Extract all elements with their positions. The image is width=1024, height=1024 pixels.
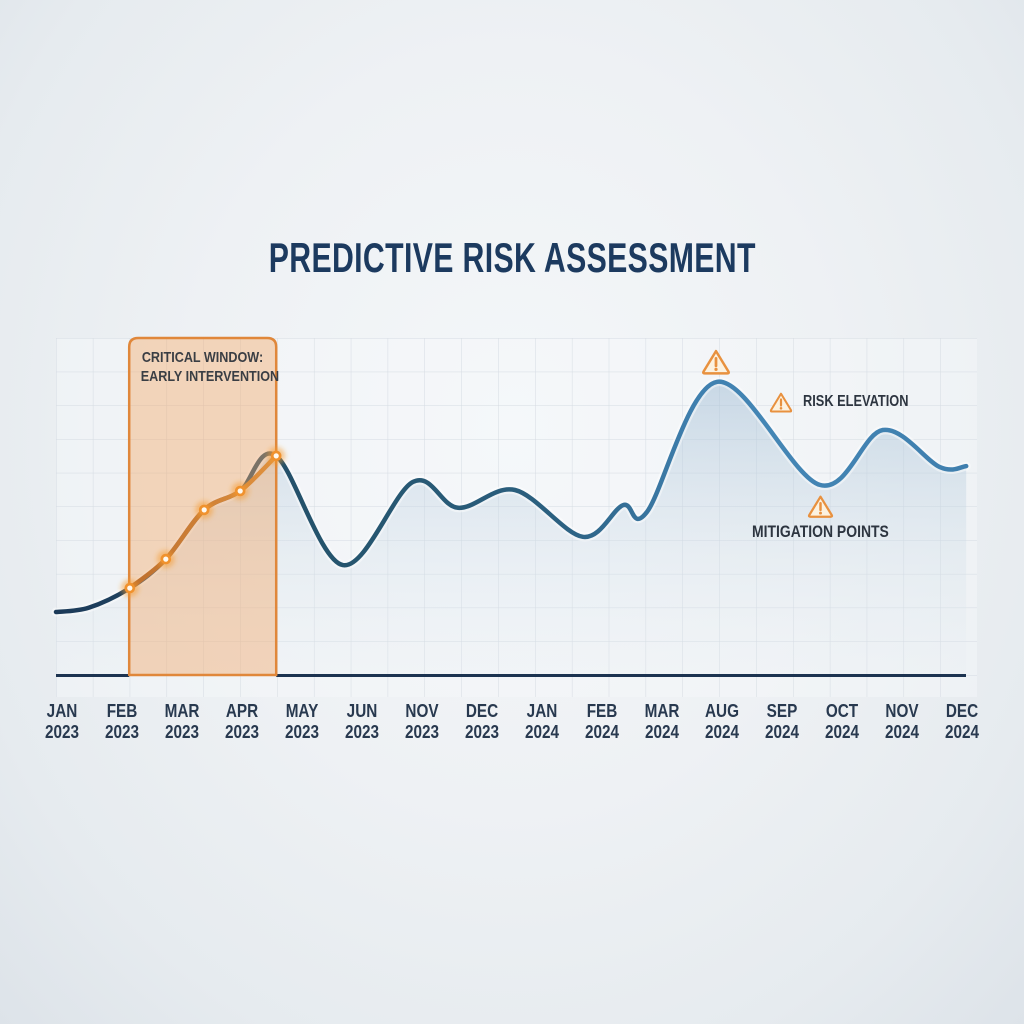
x-tick-label: JUN2023 bbox=[337, 701, 388, 743]
x-tick-label: MAR2023 bbox=[157, 701, 208, 743]
x-tick-label: NOV2024 bbox=[877, 701, 928, 743]
x-tick-label: FEB2024 bbox=[577, 701, 628, 743]
data-point-marker bbox=[163, 557, 168, 562]
x-tick-label: FEB2023 bbox=[97, 701, 148, 743]
x-tick-label: DEC2024 bbox=[937, 701, 988, 743]
warning-icon bbox=[769, 391, 793, 413]
warning-icon bbox=[807, 494, 834, 518]
x-tick-label: AUG2024 bbox=[697, 701, 748, 743]
data-point-marker bbox=[238, 488, 243, 493]
critical-window-label-line2: EARLY INTERVENTION bbox=[141, 367, 264, 386]
x-tick-label: JAN2024 bbox=[517, 701, 568, 743]
x-tick-label: SEP2024 bbox=[757, 701, 808, 743]
x-axis: JAN2023FEB2023MAR2023APR2023MAY2023JUN20… bbox=[32, 701, 992, 743]
risk-elevation-annotation: RISK ELEVATION bbox=[769, 391, 935, 413]
data-point-marker bbox=[202, 507, 207, 512]
critical-window-label: CRITICAL WINDOW: EARLY INTERVENTION bbox=[141, 348, 264, 386]
data-point-marker bbox=[274, 453, 279, 458]
data-point-marker bbox=[127, 586, 132, 591]
critical-window-label-line1: CRITICAL WINDOW: bbox=[141, 348, 264, 367]
mitigation-points-annotation: MITIGATION POINTS bbox=[735, 494, 905, 542]
x-tick-label: OCT2024 bbox=[817, 701, 868, 743]
risk-elevation-label: RISK ELEVATION bbox=[803, 393, 908, 411]
x-tick-label: JAN2023 bbox=[37, 701, 88, 743]
peak-warning-icon bbox=[701, 348, 731, 375]
x-tick-label: MAR2024 bbox=[637, 701, 688, 743]
x-tick-label: NOV2023 bbox=[397, 701, 448, 743]
x-tick-label: MAY2023 bbox=[277, 701, 328, 743]
x-tick-label: DEC2023 bbox=[457, 701, 508, 743]
mitigation-points-label: MITIGATION POINTS bbox=[752, 522, 889, 542]
infographic-canvas: PREDICTIVE RISK ASSESSMENT bbox=[0, 0, 1024, 1024]
x-tick-label: APR2023 bbox=[217, 701, 268, 743]
